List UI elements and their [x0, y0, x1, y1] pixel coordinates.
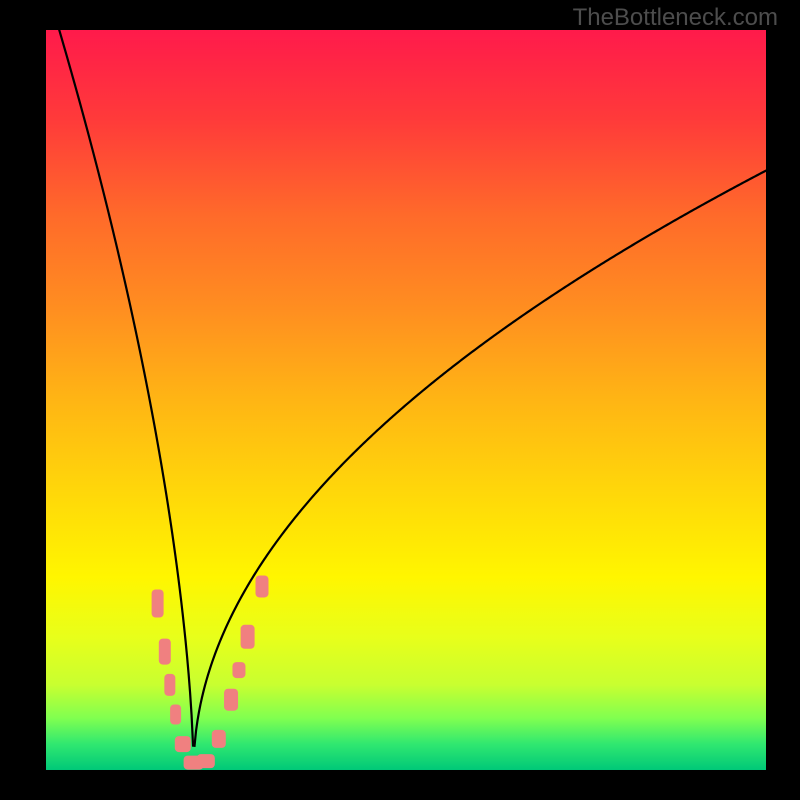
curve-marker — [152, 590, 164, 618]
curve-marker — [256, 575, 269, 597]
curve-marker — [164, 674, 175, 696]
curve-marker — [170, 705, 181, 725]
plot-background — [46, 30, 766, 770]
chart-stage: TheBottleneck.com — [0, 0, 800, 800]
curve-marker — [224, 689, 238, 711]
chart-svg — [0, 0, 800, 800]
curve-marker — [232, 662, 245, 678]
curve-marker — [197, 754, 215, 768]
curve-marker — [175, 736, 191, 752]
curve-marker — [241, 625, 255, 649]
curve-marker — [159, 639, 171, 665]
curve-marker — [212, 730, 226, 748]
